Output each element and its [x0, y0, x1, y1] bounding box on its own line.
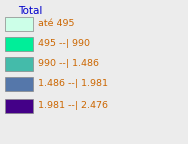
Text: 495 --| 990: 495 --| 990: [38, 39, 90, 49]
Bar: [5, 77, 33, 91]
Text: Total: Total: [18, 6, 42, 16]
Text: 1.981 --| 2.476: 1.981 --| 2.476: [38, 102, 108, 110]
Bar: [5, 57, 33, 71]
Text: até 495: até 495: [38, 19, 74, 29]
Bar: [5, 17, 33, 31]
Text: 990 --| 1.486: 990 --| 1.486: [38, 59, 99, 69]
Text: 1.486 --| 1.981: 1.486 --| 1.981: [38, 79, 108, 89]
Bar: [5, 37, 33, 51]
Bar: [5, 99, 33, 113]
